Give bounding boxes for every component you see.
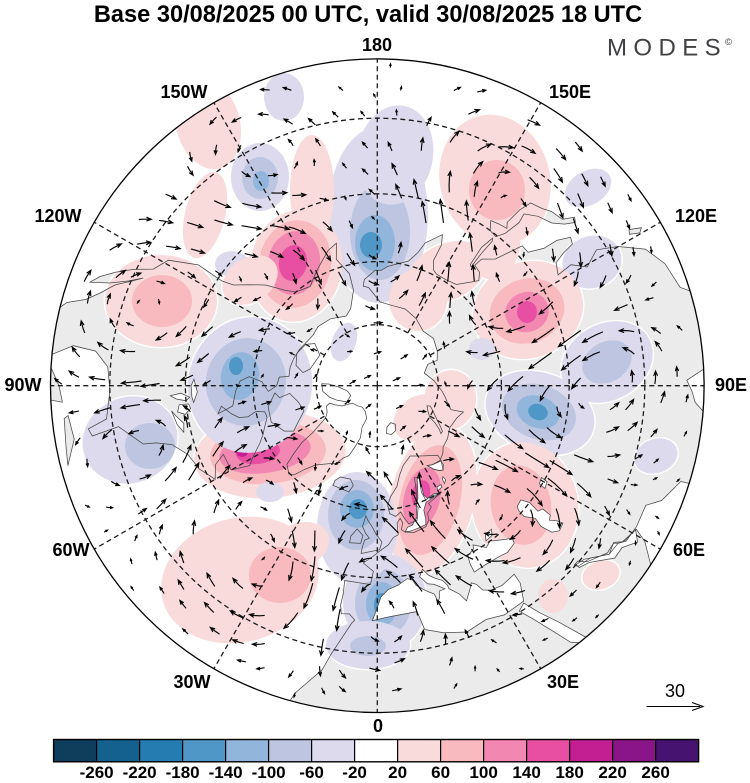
svg-text:120W: 120W bbox=[34, 206, 81, 226]
svg-text:100: 100 bbox=[469, 763, 497, 782]
svg-text:180: 180 bbox=[362, 35, 392, 55]
svg-text:0: 0 bbox=[373, 716, 383, 736]
svg-text:MODES: MODES bbox=[607, 35, 727, 62]
svg-text:-220: -220 bbox=[123, 763, 157, 782]
svg-text:Base 30/08/2025 00 UTC, valid: Base 30/08/2025 00 UTC, valid 30/08/2025… bbox=[94, 2, 642, 28]
svg-text:20: 20 bbox=[388, 763, 407, 782]
svg-text:150E: 150E bbox=[549, 82, 591, 102]
svg-text:-20: -20 bbox=[342, 763, 367, 782]
svg-text:60: 60 bbox=[431, 763, 450, 782]
svg-text:220: 220 bbox=[598, 763, 626, 782]
svg-text:-180: -180 bbox=[166, 763, 200, 782]
svg-text:90W: 90W bbox=[4, 375, 41, 395]
svg-text:180: 180 bbox=[555, 763, 583, 782]
svg-text:30: 30 bbox=[665, 681, 685, 701]
svg-text:-140: -140 bbox=[209, 763, 243, 782]
svg-text:90E: 90E bbox=[715, 375, 747, 395]
svg-text:60W: 60W bbox=[52, 540, 89, 560]
svg-text:60E: 60E bbox=[673, 540, 705, 560]
svg-text:30E: 30E bbox=[547, 672, 579, 692]
svg-text:260: 260 bbox=[641, 763, 669, 782]
svg-text:140: 140 bbox=[512, 763, 540, 782]
svg-text:150W: 150W bbox=[160, 82, 207, 102]
svg-text:120E: 120E bbox=[675, 206, 717, 226]
svg-text:-60: -60 bbox=[299, 763, 324, 782]
svg-text:30W: 30W bbox=[173, 672, 210, 692]
svg-text:-100: -100 bbox=[252, 763, 286, 782]
svg-text:-260: -260 bbox=[80, 763, 114, 782]
svg-text:©: © bbox=[725, 37, 732, 48]
